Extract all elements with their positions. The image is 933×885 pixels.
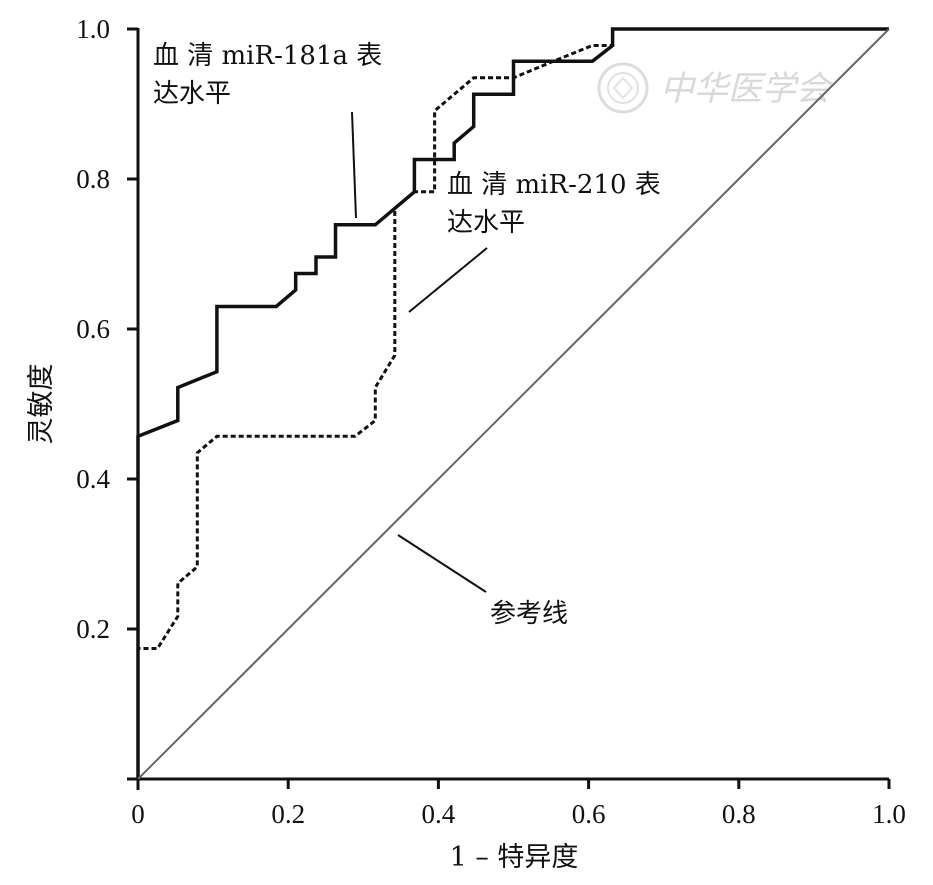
label-mir181a-line-2: 达水平 xyxy=(153,79,231,109)
label-mir210-line-2: 达水平 xyxy=(447,208,525,238)
label-reference-leader xyxy=(397,534,487,593)
x-tick-label: 0.2 xyxy=(271,799,305,829)
x-tick-label: 0.6 xyxy=(572,799,606,829)
y-tick-label: 0.6 xyxy=(76,314,110,344)
x-axis-title: 1 – 特异度 xyxy=(450,842,579,873)
series-line-mir210 xyxy=(136,27,889,779)
label-reference-line-1: 参考线 xyxy=(490,599,568,629)
y-axis-title: 灵敏度 xyxy=(26,364,57,445)
x-tick-label: 0.4 xyxy=(422,799,456,829)
series-layer xyxy=(136,27,890,780)
ticks: 0 0.2 0.4 0.6 0.8 1.0 0.2 0.4 0.6 0.8 1.0 xyxy=(76,14,906,829)
x-tick-label: 1.0 xyxy=(872,799,906,829)
y-tick-label: 0.2 xyxy=(76,614,110,644)
reference-line xyxy=(137,28,890,780)
label-mir181a-line-1: 血 清 miR-181a 表 xyxy=(153,41,382,71)
seal-icon xyxy=(597,62,649,114)
x-tick-label: 0 xyxy=(131,799,145,829)
label-mir210-line-1: 血 清 miR-210 表 xyxy=(447,170,661,200)
y-tick-label: 0.4 xyxy=(76,464,110,494)
label-mir210-leader xyxy=(408,247,488,313)
watermark-text: 中华医学会 xyxy=(660,69,834,109)
series-line-mir181a xyxy=(136,27,889,779)
watermark: 中华医学会 xyxy=(597,62,834,114)
y-tick-label: 1.0 xyxy=(76,14,110,44)
label-mir181a-leader xyxy=(351,111,357,219)
y-tick-label: 0.8 xyxy=(76,164,110,194)
x-tick-label: 0.8 xyxy=(722,799,756,829)
